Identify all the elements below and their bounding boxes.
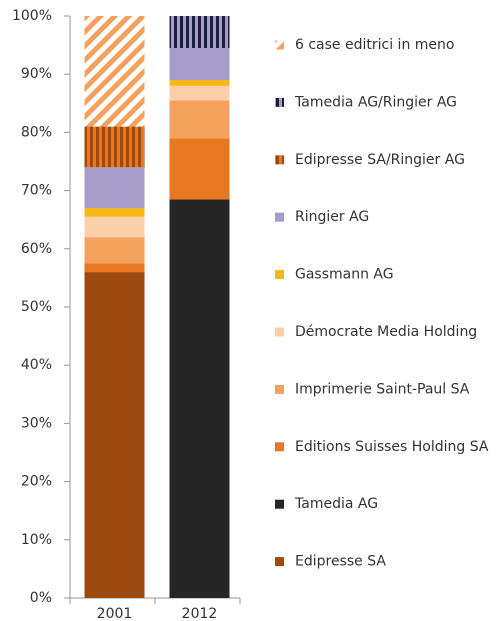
x-tick-label: 2001 <box>97 606 133 621</box>
y-tick-label: 40% <box>21 357 52 373</box>
legend-swatch <box>275 557 284 567</box>
y-tick-label: 20% <box>21 474 52 490</box>
legend-label: Edipresse SA <box>295 554 386 570</box>
bar-segment <box>169 100 230 139</box>
bar-segment <box>84 216 145 238</box>
legend-label: Ringier AG <box>295 209 369 225</box>
bar-segment <box>84 237 145 264</box>
legend-swatch <box>275 40 284 50</box>
bar-segment <box>84 126 145 168</box>
bar-segment <box>169 85 230 101</box>
bar-segment <box>169 138 230 200</box>
legend-swatch <box>275 499 284 509</box>
bar-segment <box>84 167 145 209</box>
bar-segment <box>169 16 230 49</box>
y-tick-label: 70% <box>21 183 52 199</box>
legend-swatch <box>275 384 284 394</box>
legend-label: Tamedia AG/Ringier AG <box>294 94 457 110</box>
y-tick-label: 90% <box>21 66 52 82</box>
bar-segment <box>169 80 230 86</box>
y-tick-label: 0% <box>30 590 52 606</box>
y-tick-label: 50% <box>21 299 52 315</box>
bar-segment <box>84 208 145 217</box>
legend-swatch <box>275 270 284 280</box>
legend-label: 6 case editrici in meno <box>295 37 454 53</box>
y-tick-label: 100% <box>12 8 52 24</box>
y-tick-label: 10% <box>21 532 52 548</box>
y-tick-label: 80% <box>21 124 52 140</box>
legend-label: Tamedia AG <box>294 496 378 512</box>
bar-segment <box>84 16 145 127</box>
y-tick-label: 30% <box>21 415 52 431</box>
bar-segment <box>169 48 230 81</box>
legend-swatch <box>275 442 284 452</box>
legend-swatch <box>275 327 284 337</box>
legend-swatch <box>275 212 284 222</box>
legend-swatch <box>275 97 284 107</box>
legend-label: Imprimerie Saint-Paul SA <box>295 381 470 397</box>
legend-label: Editions Suisses Holding SA <box>295 439 489 455</box>
y-tick-label: 60% <box>21 241 52 257</box>
bar-segment <box>84 263 145 273</box>
legend-label: Démocrate Media Holding <box>295 324 477 340</box>
bar-segment <box>169 199 230 598</box>
legend-swatch <box>275 155 284 165</box>
legend-label: Gassmann AG <box>295 267 394 283</box>
bar-segment <box>84 272 145 598</box>
legend-label: Edipresse SA/Ringier AG <box>295 152 465 168</box>
x-tick-label: 2012 <box>182 606 218 621</box>
